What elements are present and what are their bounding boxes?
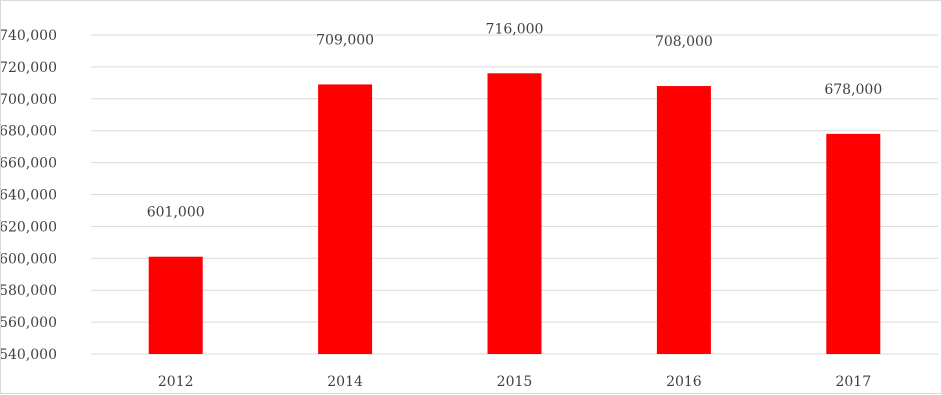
x-tick-label: 2016: [666, 374, 702, 390]
y-tick-label: 680,000: [1, 124, 57, 140]
data-label: 601,000: [147, 205, 205, 221]
y-tick-label: 640,000: [1, 188, 57, 204]
data-label: 709,000: [316, 32, 374, 48]
x-tick-label: 2014: [327, 374, 363, 390]
bar-2014: [318, 84, 373, 354]
data-label: 708,000: [655, 34, 713, 50]
y-tick-label: 600,000: [1, 251, 57, 267]
data-label: 678,000: [824, 82, 882, 98]
x-tick-label: 2015: [497, 374, 533, 390]
bar-2017: [826, 133, 881, 354]
x-tick-label: 2012: [158, 374, 194, 390]
y-tick-label: 540,000: [1, 347, 57, 363]
y-tick-label: 740,000: [1, 28, 57, 44]
x-tick-label: 2017: [835, 374, 871, 390]
y-tick-label: 580,000: [1, 283, 57, 299]
bar-2016: [656, 86, 711, 354]
bar-2015: [487, 73, 542, 354]
y-tick-label: 660,000: [1, 156, 57, 172]
data-label: 716,000: [486, 21, 544, 37]
bar-2012: [148, 256, 203, 354]
y-tick-label: 620,000: [1, 219, 57, 235]
y-tick-label: 720,000: [1, 60, 57, 76]
y-tick-label: 560,000: [1, 315, 57, 331]
y-tick-label: 700,000: [1, 92, 57, 108]
